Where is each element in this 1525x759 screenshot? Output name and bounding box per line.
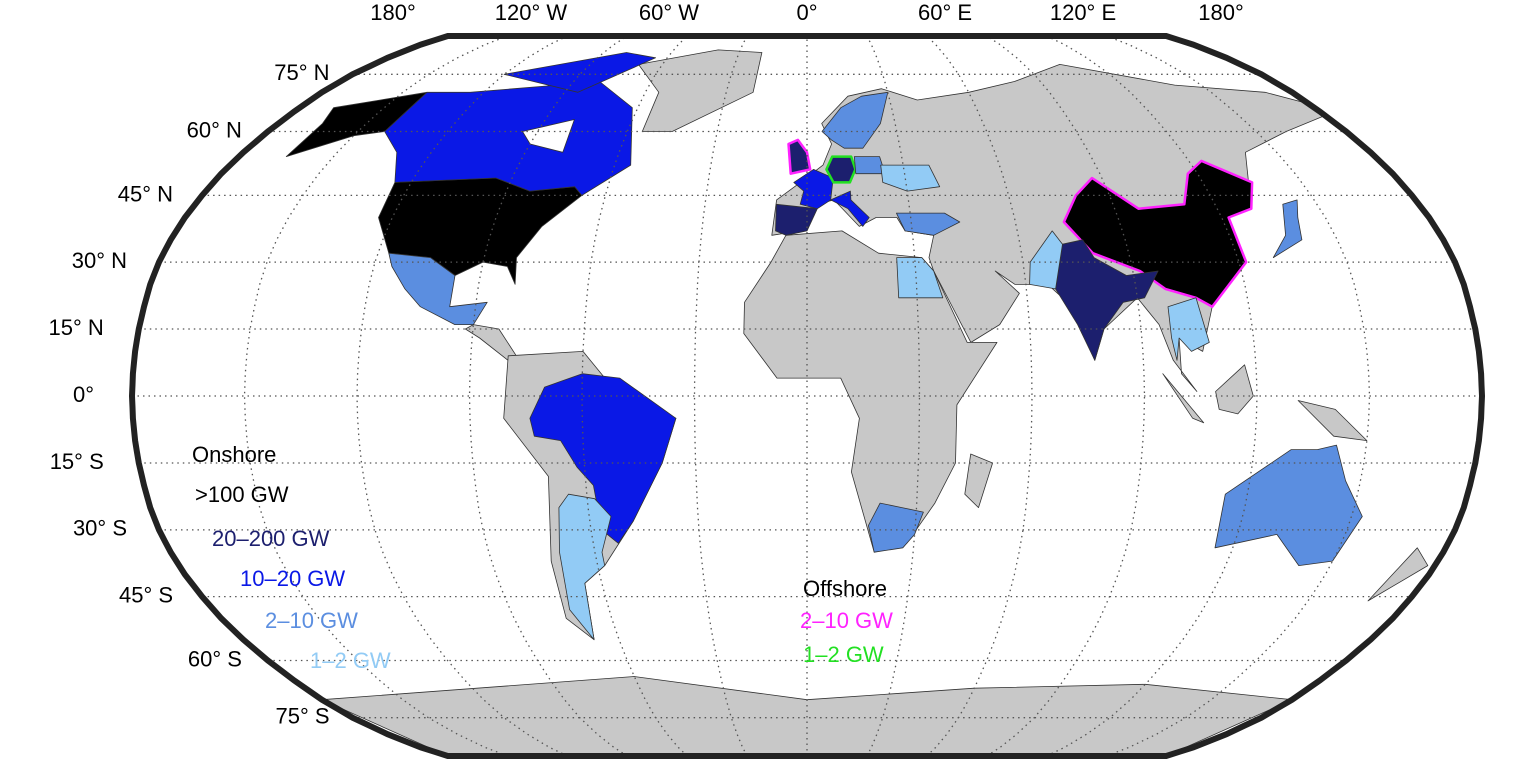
latitude-label: 15° S: [50, 449, 104, 474]
legend-item: >100 GW: [195, 482, 289, 507]
latitude-label: 30° N: [72, 248, 127, 273]
latitude-label: 45° N: [118, 181, 173, 206]
country: [1167, 297, 1210, 361]
longitude-label: 60° W: [639, 0, 699, 25]
country: [775, 203, 818, 236]
country: [1214, 444, 1363, 566]
latitude-label: 75° N: [274, 60, 329, 85]
country: [1062, 159, 1254, 308]
longitude-label: 0°: [796, 0, 817, 25]
legend: Onshore >100 GW 20–200 GW 10–20 GW 2–10 GW 1–…: [192, 442, 893, 673]
latitude-label: 60° N: [187, 117, 242, 142]
country: [1055, 239, 1159, 361]
country: [522, 119, 575, 153]
meridian: [468, 36, 628, 756]
country: [465, 324, 520, 361]
country: [388, 252, 488, 325]
country: [638, 49, 763, 132]
legend-item: 2–10 GW: [265, 608, 358, 633]
meridian: [1046, 36, 1258, 756]
longitude-label: 180°: [370, 0, 416, 25]
latitude-label: 45° S: [119, 582, 173, 607]
latitude-label: 60° S: [188, 646, 242, 671]
country: [384, 81, 633, 196]
legend-item: 2–10 GW: [800, 608, 893, 633]
country: [1029, 230, 1063, 290]
country: [896, 212, 961, 236]
country: [558, 493, 612, 641]
legend-item: 10–20 GW: [240, 566, 345, 591]
legend-title: Onshore: [192, 442, 276, 467]
country: [868, 502, 924, 553]
country: [743, 230, 998, 553]
longitude-label: 60° E: [918, 0, 972, 25]
country: [825, 155, 857, 184]
legend-item: 1–2 GW: [310, 648, 391, 673]
latitude-label: 15° N: [48, 315, 103, 340]
meridian: [356, 36, 568, 756]
latitude-label: 30° S: [73, 516, 127, 541]
meridian: [986, 36, 1146, 756]
graticule: [132, 36, 1482, 756]
country: [964, 453, 993, 508]
legend-item: 1–2 GW: [803, 642, 884, 667]
meridian: [866, 36, 921, 756]
country: [896, 257, 944, 299]
country: [503, 52, 656, 93]
country: [1162, 373, 1205, 424]
map-outline: [128, 33, 1486, 759]
latitude-label: 75° S: [276, 704, 330, 729]
country: [830, 190, 870, 227]
country: [787, 138, 812, 175]
latitude-label: 0°: [73, 382, 94, 407]
legend-title: Offshore: [803, 576, 887, 601]
labels: 180° 120° W 60° W 0° 60° E 120° E 180° 75° N 60°…: [48, 0, 1243, 729]
longitude-label: 120° E: [1050, 0, 1116, 25]
country: [1272, 199, 1303, 258]
country: [529, 373, 677, 544]
longitude-label: 180°: [1198, 0, 1244, 25]
land-layer: [285, 49, 1429, 756]
meridian: [693, 36, 748, 756]
longitude-label: 120° W: [495, 0, 568, 25]
country: [821, 91, 889, 149]
country: [880, 164, 941, 192]
country: [1367, 547, 1429, 602]
country: [1215, 364, 1254, 415]
country: [1297, 400, 1368, 441]
country: [793, 169, 834, 210]
legend-item: 20–200 GW: [212, 526, 330, 551]
